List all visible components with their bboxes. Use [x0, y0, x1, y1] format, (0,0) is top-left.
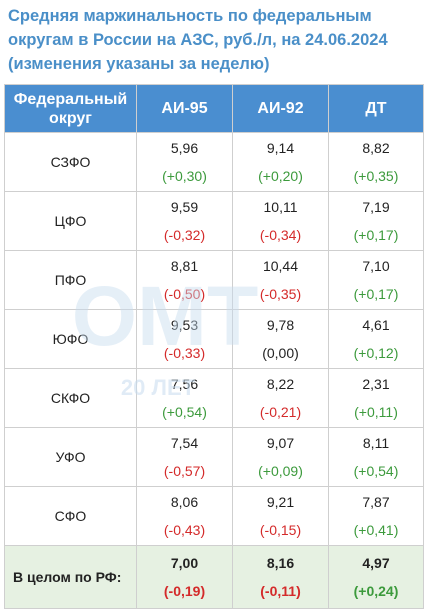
cell-dt: 7,87 (+0,41) — [328, 486, 424, 546]
cell-dt: 7,19 (+0,17) — [328, 191, 424, 251]
cell-dt: 8,11 (+0,54) — [328, 427, 424, 487]
cell-ai92: 9,78 (0,00) — [232, 309, 329, 369]
cell-ai95: 7,00 (-0,19) — [136, 545, 233, 609]
cell-delta: (+0,41) — [353, 522, 399, 538]
cell-delta: (+0,30) — [162, 168, 207, 184]
cell-delta: (-0,43) — [163, 522, 206, 538]
cell-delta: (+0,24) — [353, 583, 399, 599]
cell-value: 2,31 — [362, 376, 390, 392]
cell-ai95: 7,54 (-0,57) — [136, 427, 233, 487]
cell-delta: (-0,34) — [259, 227, 302, 243]
cell-ai92: 9,07 (+0,09) — [232, 427, 329, 487]
cell-delta: (-0,19) — [163, 583, 206, 599]
cell-ai95: 8,81 (-0,50) — [136, 250, 233, 310]
header-ai92: АИ-92 — [232, 84, 329, 133]
cell-value: 9,53 — [170, 317, 199, 333]
cell-delta: (-0,57) — [163, 463, 206, 479]
header-row: Федеральный округ АИ-95 АИ-92 ДТ — [4, 84, 424, 133]
region-label: ЦФО — [4, 191, 137, 251]
cell-value: 7,54 — [170, 435, 199, 451]
table-row: ЮФО 9,53 (-0,33) 9,78 (0,00) 4,61 (+0,12) — [4, 309, 424, 369]
cell-value: 10,11 — [263, 199, 298, 215]
header-region: Федеральный округ — [4, 84, 137, 133]
cell-delta: (0,00) — [262, 345, 299, 361]
cell-value: 8,82 — [362, 140, 390, 156]
table-row: ЦФО 9,59 (-0,32) 10,11 (-0,34) 7,19 (+0,17) — [4, 191, 424, 251]
region-label: СКФО — [4, 368, 137, 428]
cell-ai95: 8,06 (-0,43) — [136, 486, 233, 546]
cell-ai92: 9,21 (-0,15) — [232, 486, 329, 546]
cell-ai92: 8,16 (-0,11) — [232, 545, 329, 609]
cell-delta: (-0,11) — [260, 583, 301, 599]
cell-dt: 4,61 (+0,12) — [328, 309, 424, 369]
region-label: ЮФО — [4, 309, 137, 369]
cell-delta: (+0,17) — [353, 286, 399, 302]
cell-delta: (-0,35) — [259, 286, 302, 302]
table-row: СКФО 7,56 (+0,54) 8,22 (-0,21) 2,31 (+0,11) — [4, 368, 424, 428]
cell-value: 4,97 — [362, 555, 390, 571]
cell-delta: (+0,17) — [353, 227, 399, 243]
region-label: СФО — [4, 486, 137, 546]
cell-value: 7,19 — [362, 199, 390, 215]
cell-value: 9,14 — [266, 140, 295, 156]
cell-delta: (-0,21) — [259, 404, 302, 420]
table-row: СФО 8,06 (-0,43) 9,21 (-0,15) 7,87 (+0,41) — [4, 486, 424, 546]
cell-delta: (+0,35) — [353, 168, 399, 184]
cell-ai92: 10,11 (-0,34) — [232, 191, 329, 251]
cell-value: 9,21 — [266, 494, 295, 510]
cell-dt: 7,10 (+0,17) — [328, 250, 424, 310]
cell-ai92: 8,22 (-0,21) — [232, 368, 329, 428]
header-ai95: АИ-95 — [136, 84, 233, 133]
cell-delta: (-0,33) — [163, 345, 206, 361]
cell-ai95: 5,96 (+0,30) — [136, 132, 233, 192]
cell-delta: (+0,11) — [354, 404, 398, 420]
cell-value: 8,06 — [170, 494, 199, 510]
cell-value: 8,16 — [266, 555, 295, 571]
cell-delta: (+0,12) — [353, 345, 399, 361]
cell-ai95: 9,53 (-0,33) — [136, 309, 233, 369]
cell-dt: 2,31 (+0,11) — [328, 368, 424, 428]
region-label: УФО — [4, 427, 137, 487]
cell-value: 8,22 — [266, 376, 295, 392]
cell-dt: 4,97 (+0,24) — [328, 545, 424, 609]
total-row: В целом по РФ: 7,00 (-0,19) 8,16 (-0,11) 4,97… — [4, 545, 424, 609]
margin-table: Федеральный округ АИ-95 АИ-92 ДТ СЗФО 5,9… — [4, 84, 424, 609]
cell-value: 8,81 — [170, 258, 199, 274]
cell-delta: (+0,54) — [162, 404, 207, 420]
cell-value: 7,56 — [170, 376, 199, 392]
cell-delta: (-0,15) — [259, 522, 302, 538]
region-label: ПФО — [4, 250, 137, 310]
cell-value: 8,11 — [362, 435, 390, 451]
cell-value: 7,87 — [362, 494, 390, 510]
cell-value: 5,96 — [170, 140, 199, 156]
cell-ai92: 10,44 (-0,35) — [232, 250, 329, 310]
total-label: В целом по РФ: — [4, 545, 137, 609]
cell-delta: (+0,20) — [258, 168, 303, 184]
cell-delta: (-0,32) — [163, 227, 206, 243]
table-row: СЗФО 5,96 (+0,30) 9,14 (+0,20) 8,82 (+0,35) — [4, 132, 424, 192]
cell-value: 7,10 — [362, 258, 390, 274]
cell-delta: (+0,09) — [258, 463, 303, 479]
cell-delta: (+0,54) — [353, 463, 399, 479]
cell-value: 4,61 — [362, 317, 390, 333]
page-title: Средняя маржинальность по федеральным ок… — [8, 7, 388, 73]
cell-value: 9,78 — [266, 317, 295, 333]
cell-value: 9,59 — [170, 199, 199, 215]
cell-dt: 8,82 (+0,35) — [328, 132, 424, 192]
table-row: УФО 7,54 (-0,57) 9,07 (+0,09) 8,11 (+0,54) — [4, 427, 424, 487]
cell-ai92: 9,14 (+0,20) — [232, 132, 329, 192]
region-label: СЗФО — [4, 132, 137, 192]
cell-delta: (-0,50) — [163, 286, 206, 302]
cell-value: 9,07 — [266, 435, 295, 451]
cell-ai95: 7,56 (+0,54) — [136, 368, 233, 428]
cell-ai95: 9,59 (-0,32) — [136, 191, 233, 251]
cell-value: 10,44 — [262, 258, 299, 274]
table-row: ПФО 8,81 (-0,50) 10,44 (-0,35) 7,10 (+0,17) — [4, 250, 424, 310]
cell-value: 7,00 — [170, 555, 199, 571]
header-dt: ДТ — [328, 84, 424, 133]
